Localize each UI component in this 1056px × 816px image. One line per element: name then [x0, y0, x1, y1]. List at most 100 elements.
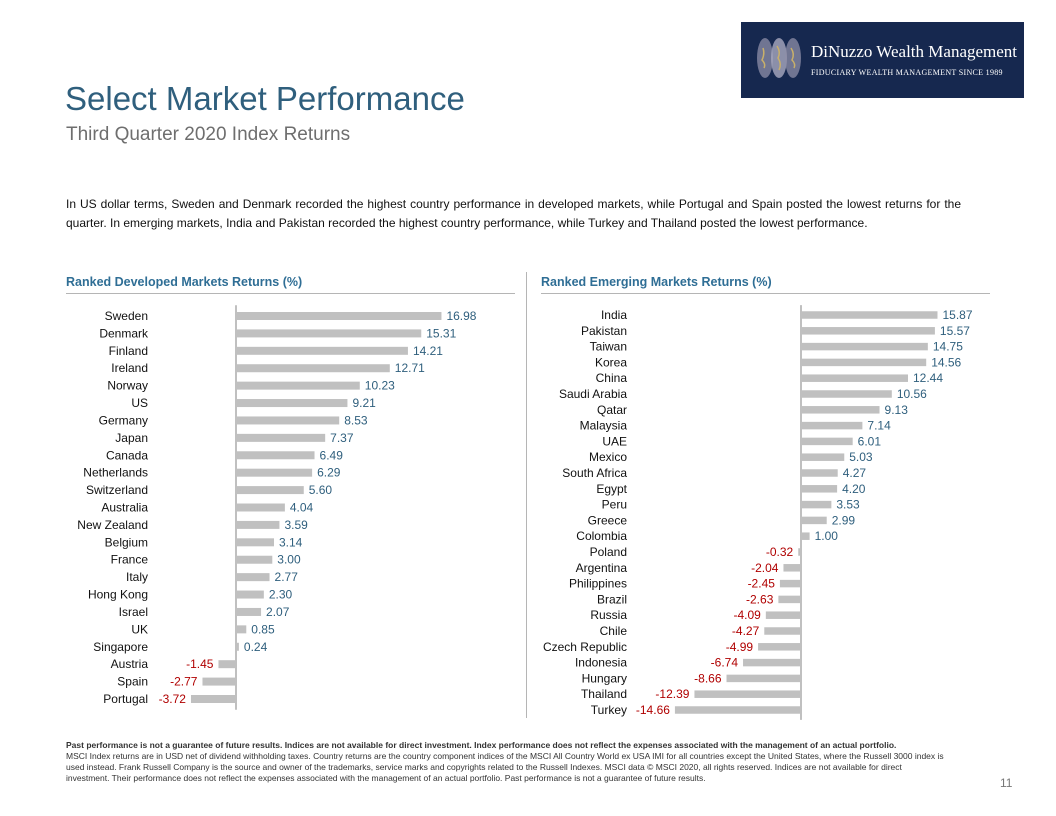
emerging-value-label: 4.20 [842, 482, 866, 496]
developed-value-label: 15.31 [426, 326, 456, 340]
developed-category-label: Japan [115, 431, 148, 445]
emerging-bar [801, 311, 938, 319]
emerging-value-label: -4.27 [732, 624, 760, 638]
emerging-category-label: Turkey [591, 703, 627, 717]
page-subtitle: Third Quarter 2020 Index Returns [66, 124, 351, 145]
emerging-category-label: India [601, 308, 627, 322]
developed-value-label: 5.60 [309, 483, 333, 497]
developed-bar [236, 538, 274, 547]
emerging-category-label: Mexico [589, 450, 627, 464]
developed-value-label: 0.85 [251, 622, 275, 636]
emerging-value-label: -2.04 [751, 561, 779, 575]
developed-category-label: Spain [117, 675, 148, 689]
emerging-category-label: Brazil [597, 592, 627, 606]
emerging-bar [801, 437, 853, 446]
emerging-value-label: -8.66 [694, 671, 722, 685]
emerging-category-label: Philippines [569, 577, 627, 591]
emerging-category-label: Peru [602, 498, 627, 512]
globe-emblem-icon [757, 38, 801, 78]
developed-category-label: Canada [106, 448, 148, 462]
developed-value-label: 2.07 [266, 605, 290, 619]
developed-category-label: Hong Kong [88, 588, 148, 602]
developed-category-label: Singapore [93, 640, 148, 654]
developed-value-label: 4.04 [290, 501, 314, 515]
developed-value-label: 8.53 [344, 413, 368, 427]
emerging-value-label: 4.27 [843, 466, 867, 480]
logo-name: DiNuzzo Wealth Management [811, 42, 1018, 61]
developed-value-label: 2.30 [269, 588, 293, 602]
emerging-category-label: Korea [595, 355, 627, 369]
developed-value-label: 0.24 [244, 640, 268, 654]
emerging-category-label: Thailand [581, 687, 627, 701]
emerging-value-label: -12.39 [655, 687, 689, 701]
developed-bar [236, 520, 280, 529]
page-number: 11 [1000, 776, 1013, 790]
emerging-bar [674, 706, 801, 714]
developed-value-label: 10.23 [365, 379, 395, 393]
emerging-bar [801, 421, 863, 430]
emerging-category-label: Egypt [596, 482, 627, 496]
emerging-value-label: -14.66 [636, 703, 670, 717]
emerging-category-label: Poland [590, 545, 627, 559]
developed-bar [236, 625, 247, 634]
emerging-bar [694, 690, 801, 698]
developed-value-label: 3.00 [277, 553, 301, 567]
developed-bar [236, 555, 273, 564]
disclaimer: Past performance is not a guarantee of f… [66, 740, 946, 784]
developed-category-label: Finland [109, 344, 148, 358]
emerging-value-label: 10.56 [897, 387, 927, 401]
developed-value-label: 3.59 [284, 518, 308, 532]
developed-bar [236, 642, 239, 651]
developed-bar [236, 607, 262, 616]
emerging-category-label: Argentina [576, 561, 628, 575]
developed-category-label: Switzerland [86, 483, 148, 497]
emerging-value-label: -6.74 [711, 656, 739, 670]
developed-category-label: Netherlands [83, 466, 148, 480]
developed-bar [236, 364, 390, 373]
emerging-category-label: Greece [588, 513, 628, 527]
emerging-bar [765, 611, 801, 619]
emerging-bar [801, 374, 908, 382]
page-title: Select Market Performance [65, 80, 465, 117]
developed-category-label: Australia [101, 501, 148, 515]
developed-bar [236, 312, 442, 320]
developed-bar [236, 329, 422, 338]
developed-value-label: 12.71 [395, 361, 425, 375]
emerging-bar [764, 627, 801, 635]
developed-value-label: 2.77 [275, 570, 299, 584]
developed-category-label: UK [131, 622, 148, 636]
developed-category-label: New Zealand [77, 518, 148, 532]
developed-value-label: 14.21 [413, 344, 443, 358]
emerging-category-label: Qatar [597, 403, 627, 417]
emerging-bar [726, 674, 801, 683]
developed-value-label: -2.77 [170, 675, 198, 689]
emerging-bar [801, 390, 892, 398]
developed-category-label: US [131, 396, 148, 410]
developed-value-label: 7.37 [330, 431, 354, 445]
developed-category-label: Ireland [111, 361, 148, 375]
emerging-bar [783, 564, 801, 572]
emerging-value-label: -0.32 [766, 545, 794, 559]
developed-bar [190, 695, 236, 703]
developed-category-label: Austria [111, 657, 149, 671]
developed-bar [236, 416, 340, 425]
emerging-bar [798, 548, 801, 556]
emerging-value-label: -4.09 [733, 608, 761, 622]
emerging-category-label: China [596, 371, 628, 385]
developed-chart-title: Ranked Developed Markets Returns (%) [66, 275, 303, 289]
emerging-bar [801, 342, 928, 351]
developed-value-label: 6.29 [317, 466, 341, 480]
developed-category-label: Israel [119, 605, 148, 619]
developed-bar [218, 660, 236, 669]
developed-bar [236, 573, 270, 582]
developed-category-label: Belgium [105, 535, 148, 549]
developed-bar [236, 399, 348, 408]
developed-category-label: France [111, 553, 149, 567]
developed-value-label: -3.72 [159, 692, 187, 706]
developed-category-label: Italy [126, 570, 148, 584]
developed-category-label: Germany [99, 413, 148, 427]
developed-value-label: 9.21 [352, 396, 376, 410]
developed-bar [236, 486, 304, 495]
emerging-category-label: Indonesia [575, 656, 627, 670]
